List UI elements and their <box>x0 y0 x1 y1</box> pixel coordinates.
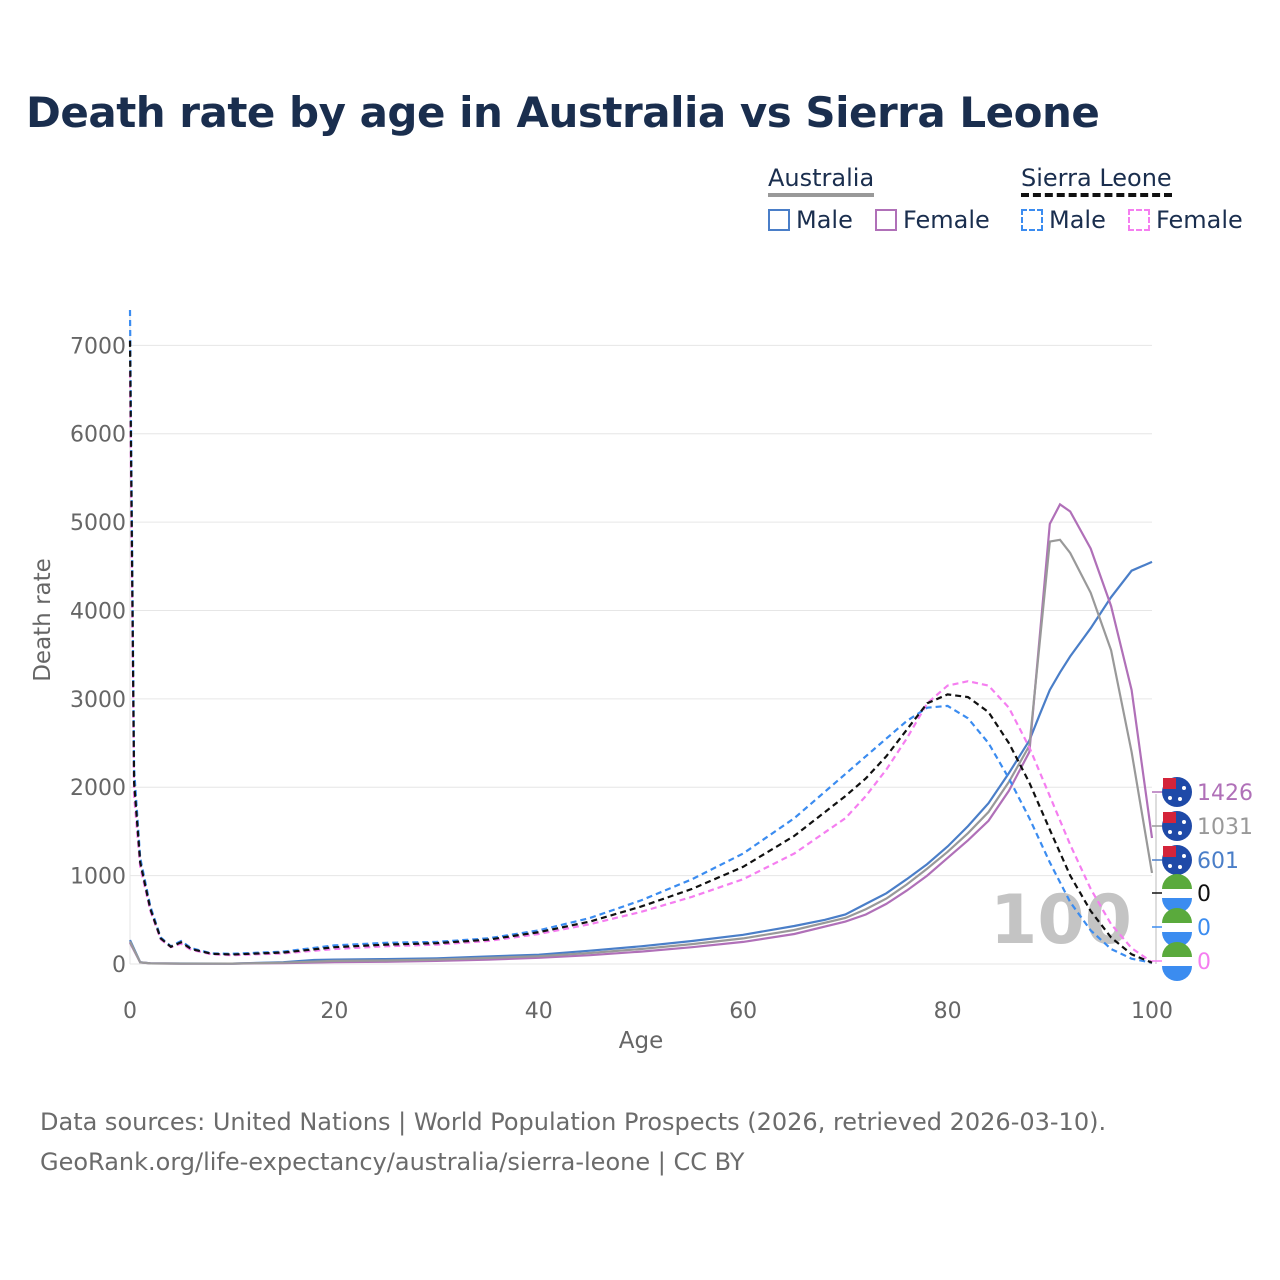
end-value-label: 0 <box>1197 882 1211 907</box>
flag-star <box>1178 865 1182 869</box>
flag-blue-band <box>1162 932 1192 947</box>
legend-group-sierra-leone[interactable]: Sierra Leone <box>1021 164 1172 197</box>
legend-swatch-sierra-leone-female <box>1128 209 1150 231</box>
flag-star <box>1168 864 1172 868</box>
y-tick-label: 1000 <box>70 865 126 890</box>
legend-group-australia[interactable]: Australia <box>768 164 875 197</box>
legend-sierra-leone-label: Sierra Leone <box>1021 164 1172 192</box>
footer-source: Data sources: United Nations | World Pop… <box>40 1108 1107 1136</box>
flag-canton <box>1163 846 1176 857</box>
x-axis-label: Age <box>619 1028 663 1054</box>
legend-swatch-australia-male <box>768 209 790 231</box>
flag-star <box>1168 830 1172 834</box>
y-tick-label: 3000 <box>70 688 126 713</box>
end-value-label: 601 <box>1197 849 1239 874</box>
y-axis-label: Death rate <box>30 558 56 682</box>
x-tick-label: 20 <box>320 999 348 1024</box>
y-tick-label: 5000 <box>70 511 126 536</box>
flag-star <box>1182 854 1186 858</box>
flag-green-band <box>1162 874 1192 889</box>
end-value-label: 1031 <box>1197 815 1253 840</box>
chart-title: Death rate by age in Australia vs Sierra… <box>26 88 1100 137</box>
legend-sierra-leone-female-label: Female <box>1156 206 1243 234</box>
series-line-sierra-leone-male[interactable] <box>128 309 1153 964</box>
flag-star <box>1168 796 1172 800</box>
legend-australia-male-label: Male <box>796 206 853 234</box>
legend-sierra-leone-line <box>1021 193 1172 197</box>
legend-australia-female[interactable]: Female <box>875 206 990 234</box>
end-value-label: 0 <box>1197 916 1211 941</box>
y-tick-label: 6000 <box>70 423 126 448</box>
flag-star <box>1182 820 1186 824</box>
series-line-australia-total-[interactable] <box>129 538 1154 965</box>
legend-swatch-sierra-leone-male <box>1021 209 1043 231</box>
series-lines <box>128 309 1154 965</box>
series-line-australia-male[interactable] <box>129 560 1153 965</box>
flag-canton <box>1163 778 1176 789</box>
legend-australia-line <box>768 193 875 197</box>
series-line-sierra-leone-female[interactable] <box>128 371 1153 964</box>
y-tick-label: 4000 <box>70 599 126 624</box>
flag-star <box>1182 786 1186 790</box>
flag-green-band <box>1162 942 1192 957</box>
x-tick-label: 80 <box>934 999 962 1024</box>
legend-sierra-leone-male[interactable]: Male <box>1021 206 1106 234</box>
legend-australia-male[interactable]: Male <box>768 206 853 234</box>
flag-blue-band <box>1162 898 1192 913</box>
y-tick-label: 2000 <box>70 776 126 801</box>
flag-star <box>1178 797 1182 801</box>
flag-star <box>1178 831 1182 835</box>
x-axis-ticks: 0 20 40 60 80 100 <box>123 999 1173 1024</box>
legend-australia-female-label: Female <box>903 206 990 234</box>
legend-swatch-australia-female <box>875 209 897 231</box>
flag-canton <box>1163 812 1176 823</box>
legend-sierra-leone-female[interactable]: Female <box>1128 206 1243 234</box>
series-line-sierra-leone-total-[interactable] <box>128 340 1153 964</box>
flag-blue-band <box>1162 966 1192 981</box>
y-axis-ticks: 0 1000 2000 3000 4000 5000 6000 7000 <box>70 334 126 978</box>
x-tick-label: 60 <box>729 999 757 1024</box>
end-labels: 1426 1031 601 0 0 0 <box>1152 777 1253 981</box>
y-tick-label: 7000 <box>70 334 126 359</box>
legend-sierra-leone-male-label: Male <box>1049 206 1106 234</box>
footer-credit[interactable]: GeoRank.org/life-expectancy/australia/si… <box>40 1148 745 1176</box>
y-tick-label: 0 <box>112 953 126 978</box>
x-tick-label: 0 <box>123 999 137 1024</box>
gridlines <box>129 310 1152 965</box>
end-value-label: 1426 <box>1197 781 1253 806</box>
legend-australia-label: Australia <box>768 164 875 192</box>
x-tick-label: 100 <box>1131 999 1173 1024</box>
x-tick-label: 40 <box>525 999 553 1024</box>
flag-green-band <box>1162 908 1192 923</box>
age-watermark: 100 <box>990 881 1132 960</box>
end-value-label: 0 <box>1197 950 1211 975</box>
